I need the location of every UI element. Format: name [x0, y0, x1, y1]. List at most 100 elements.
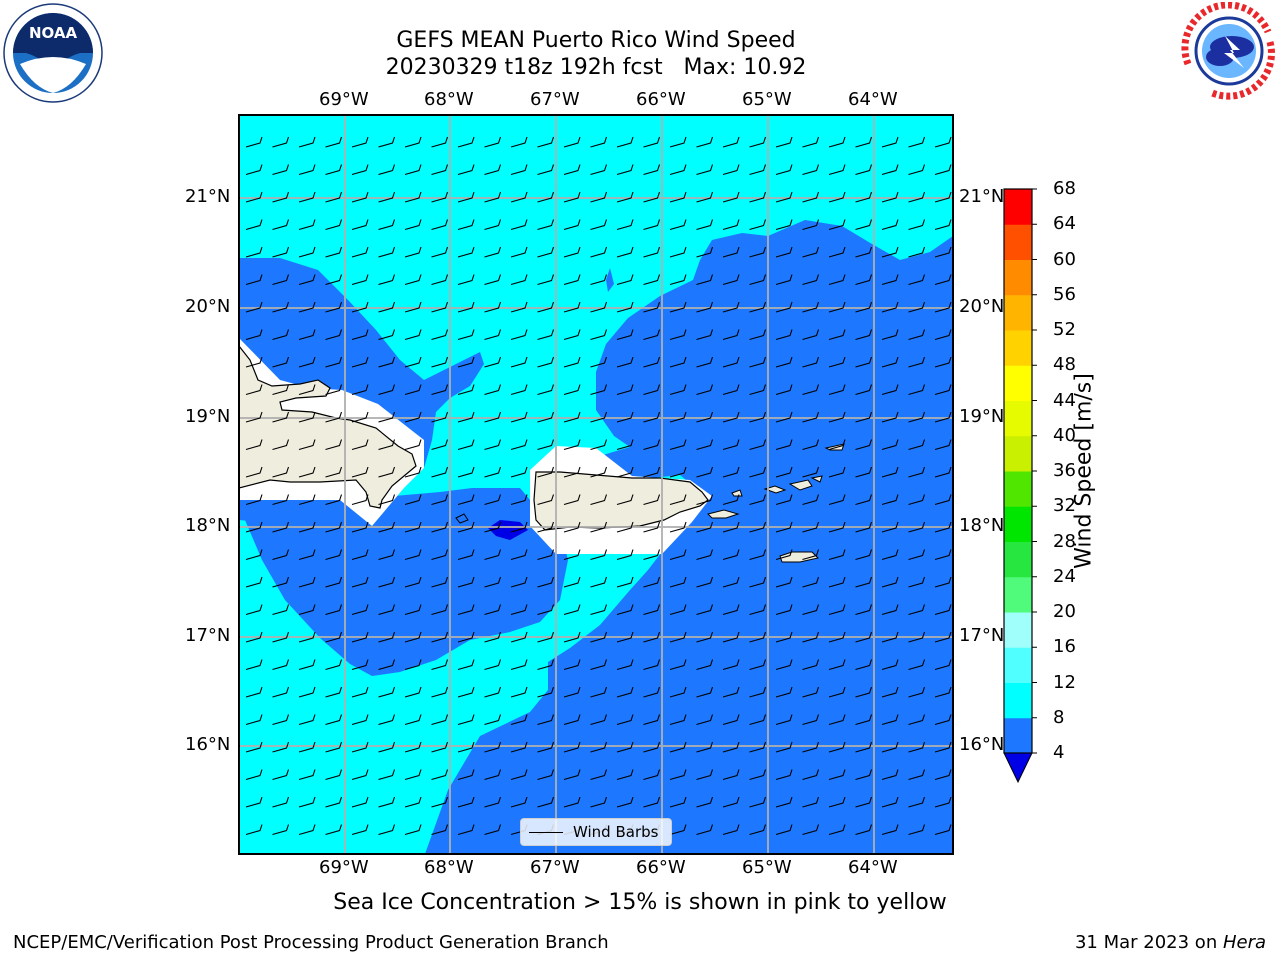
wind-barb: [802, 411, 820, 423]
wind-barb: [855, 604, 873, 616]
wind-barb: [802, 466, 820, 478]
wind-barb: [696, 659, 714, 671]
wind-barb: [537, 191, 555, 203]
wind-barb: [245, 329, 263, 341]
wind-barb: [245, 439, 263, 451]
wind-barb: [563, 494, 581, 506]
wind-barb: [404, 604, 422, 616]
wind-barb: [881, 796, 899, 808]
wind-barb: [643, 384, 661, 396]
wind-barb: [696, 329, 714, 341]
wind-barb: [510, 741, 528, 753]
map-gridlines: [239, 115, 953, 854]
wind-barb: [775, 356, 793, 368]
wind-barb: [616, 714, 634, 726]
wind-barb: [590, 521, 608, 533]
wind-barb: [245, 659, 263, 671]
wind-barb: [590, 604, 608, 616]
wind-barb: [616, 741, 634, 753]
wind-barb: [590, 659, 608, 671]
wind-barb: [722, 384, 740, 396]
wind-barb: [298, 356, 316, 368]
wind-barb: [378, 796, 396, 808]
wind-barb: [510, 356, 528, 368]
lat-tick-right-16n: 16°N: [959, 734, 1005, 755]
colorbar-band-52-56: [1004, 294, 1032, 331]
colorbar-tick-label: 64: [1053, 213, 1076, 235]
wind-barb: [537, 494, 555, 506]
wind-barb: [908, 741, 926, 753]
wind-barb: [325, 164, 343, 176]
wind-barb: [802, 274, 820, 286]
wind-barb: [855, 191, 873, 203]
title-line-2: 20230329 t18z 192h fcst Max: 10.92: [385, 55, 807, 80]
wind-barb: [325, 439, 343, 451]
wind-barb: [590, 576, 608, 588]
wind-barb: [669, 686, 687, 698]
wind-barb: [775, 686, 793, 698]
wind-barb: [537, 246, 555, 258]
wind-barb: [855, 549, 873, 561]
wind-barb: [669, 521, 687, 533]
wind-barb: [563, 136, 581, 148]
wind-barb: [934, 384, 952, 396]
wind-barb: [378, 494, 396, 506]
wind-barb: [510, 439, 528, 451]
wind-barb: [934, 494, 952, 506]
wind-barb: [325, 329, 343, 341]
wind-barb: [351, 466, 369, 478]
wind-barb: [855, 411, 873, 423]
wind-barb: [484, 521, 502, 533]
wind-barb: [404, 466, 422, 478]
colorbar-tick-label: 40: [1053, 424, 1076, 446]
wind-barb: [881, 659, 899, 671]
wind-barb: [431, 769, 449, 781]
wind-barb: [828, 411, 846, 423]
wind-barb: [908, 494, 926, 506]
wind-barb: [325, 301, 343, 313]
wind-barb: [431, 549, 449, 561]
wind-barb: [802, 439, 820, 451]
wind-barb: [934, 191, 952, 203]
wind-barb: [378, 549, 396, 561]
wind-barb: [457, 741, 475, 753]
wind-barb: [749, 411, 767, 423]
wind-barb: [431, 411, 449, 423]
wind-barb: [484, 301, 502, 313]
lon-tick-top-69w: 69°W: [319, 89, 369, 110]
wind-barb: [378, 769, 396, 781]
wind-barb: [669, 796, 687, 808]
wind-barb: [855, 329, 873, 341]
wind-barb: [828, 466, 846, 478]
wind-barb: [298, 576, 316, 588]
wind-barb: [802, 164, 820, 176]
wind-barb: [325, 191, 343, 203]
wind-barb: [245, 301, 263, 313]
wind-barb: [855, 466, 873, 478]
wind-barb: [378, 411, 396, 423]
wind-barb: [537, 631, 555, 643]
wind-barb: [325, 219, 343, 231]
wind-barb: [298, 301, 316, 313]
wind-barb: [643, 796, 661, 808]
wind-barb: [272, 549, 290, 561]
wind-barb: [537, 576, 555, 588]
wind-barb: [749, 796, 767, 808]
wind-band-4-8-islet: [606, 268, 614, 292]
wind-barb: [351, 136, 369, 148]
wind-barb: [457, 604, 475, 616]
wind-barb: [245, 796, 263, 808]
wind-barb: [351, 549, 369, 561]
wind-barb: [431, 714, 449, 726]
wind-barb: [351, 494, 369, 506]
wind-barb: [749, 384, 767, 396]
wind-barb: [325, 576, 343, 588]
wind-barb: [510, 714, 528, 726]
wind-barb: [669, 604, 687, 616]
wind-barb: [563, 411, 581, 423]
wind-barb: [404, 384, 422, 396]
wind-barb: [590, 411, 608, 423]
wind-barb: [378, 191, 396, 203]
wind-barb: [351, 741, 369, 753]
wind-barbs: [245, 136, 952, 836]
